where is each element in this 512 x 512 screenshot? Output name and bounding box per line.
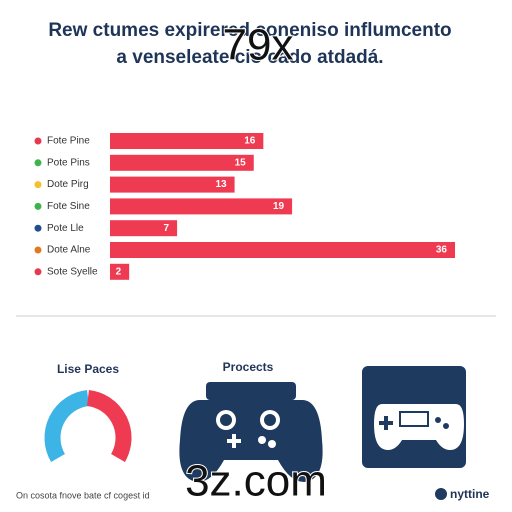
title-line: Rew ctumes expirered coneniso influmcent… [48,20,451,41]
bar [110,154,254,171]
bar [110,176,235,193]
logo-mark [435,488,447,500]
bar [110,263,130,280]
value-label: 19 [273,201,285,212]
category-label: Pote Lle [47,223,84,234]
bar-chart: Fote Pine 16 Pote Pins 15 Dote Pirg 13 Fote Si… [34,133,455,280]
gauge [44,390,132,463]
category-label: Dote Alne [47,245,91,256]
category-label: Fote Sine [47,201,90,212]
watermark: 79x [223,21,294,70]
legend-dot [34,137,42,145]
panel-title: Lise Paces [57,362,119,376]
bar [110,133,264,149]
gamepad-icon [179,382,323,482]
bar [110,220,178,237]
footer-note: On cosota fnove bate cf cogest id [16,490,150,500]
value-label: 36 [436,245,448,256]
legend-dot [34,224,42,232]
category-label: Pote Pins [47,157,90,168]
category-label: Dote Pirg [47,179,89,190]
category-label: Sote Syelle [47,266,98,277]
legend-dot [34,159,42,167]
category-label: Fote Pine [47,136,90,147]
legend-dot [34,202,42,210]
bar [110,198,293,215]
legend-dot [34,268,42,276]
title-line: a venseleate cio cado atdadá. [116,47,383,68]
value-label: 13 [215,179,227,190]
gamepad-icon [362,366,466,468]
value-label: 15 [235,157,247,168]
watermark: 3z.com [185,457,327,506]
value-label: 16 [244,136,256,147]
value-label: 7 [164,223,170,234]
bar [110,242,455,258]
legend-dot [34,181,42,189]
logo: nyttine [450,487,490,501]
value-label: 2 [116,266,122,277]
legend-dot [34,246,42,254]
panel-title: Procects [223,360,274,374]
